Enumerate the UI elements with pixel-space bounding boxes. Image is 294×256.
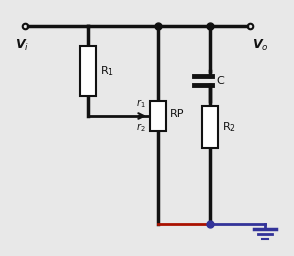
- Bar: [150, 101, 166, 131]
- Bar: [202, 106, 218, 148]
- Text: R$_1$: R$_1$: [100, 64, 114, 78]
- Text: V$_o$: V$_o$: [252, 38, 269, 53]
- Text: V$_i$: V$_i$: [15, 38, 29, 53]
- Text: RP: RP: [170, 109, 185, 119]
- Bar: [80, 46, 96, 96]
- Text: $r_1$: $r_1$: [136, 98, 146, 110]
- Text: C: C: [216, 76, 224, 86]
- Text: R$_2$: R$_2$: [222, 120, 236, 134]
- Text: $r_2$: $r_2$: [136, 122, 146, 134]
